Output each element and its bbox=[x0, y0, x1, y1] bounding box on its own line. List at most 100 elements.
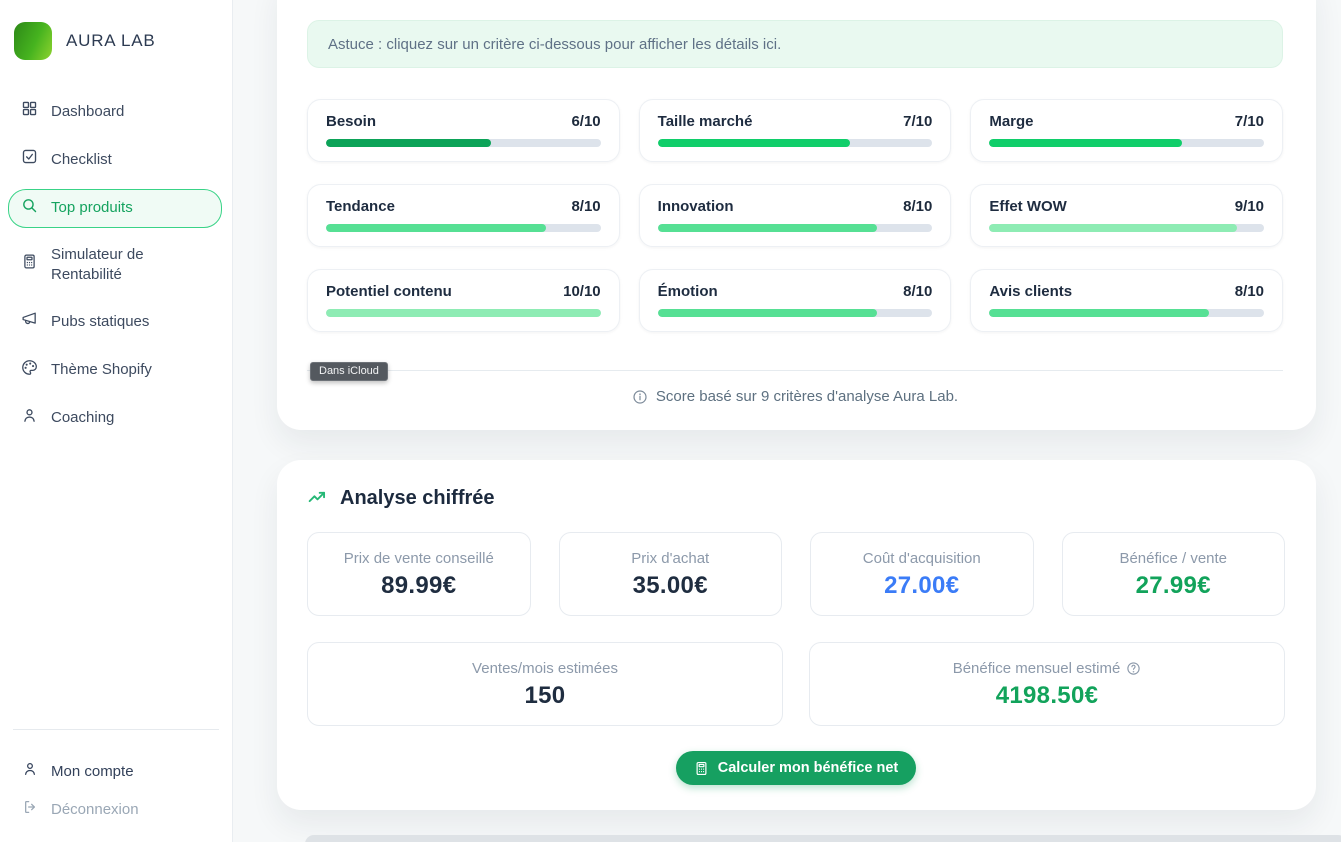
sidebar-item-pubs-statiques[interactable]: Pubs statiques bbox=[8, 302, 222, 341]
criterion-score: 8/10 bbox=[1234, 283, 1264, 300]
sidebar-item-label: Déconnexion bbox=[51, 800, 139, 818]
criterion-card-tendance[interactable]: Tendance 8/10 bbox=[307, 184, 620, 247]
progress-track bbox=[657, 309, 933, 317]
progress-track bbox=[989, 224, 1264, 232]
criteria-panel: Astuce : cliquez sur un critère ci-desso… bbox=[277, 0, 1316, 430]
sidebar-divider bbox=[13, 729, 219, 730]
trending-up-icon bbox=[307, 488, 328, 509]
stat-label-text: Bénéfice mensuel estimé bbox=[952, 660, 1121, 677]
sidebar-item-checklist[interactable]: Checklist bbox=[8, 140, 222, 179]
sidebar-item-label: Coaching bbox=[51, 409, 115, 427]
criterion-label: Effet WOW bbox=[989, 198, 1067, 215]
sidebar-item-simulateur[interactable]: Simulateur de Rentabilité bbox=[8, 237, 222, 294]
sidebar-item-mon-compte[interactable]: Mon compte bbox=[0, 752, 232, 790]
criterion-card-besoin[interactable]: Besoin 6/10 bbox=[307, 99, 620, 162]
sidebar-item-label: Dashboard bbox=[51, 102, 125, 120]
criterion-label: Taille marché bbox=[657, 113, 753, 130]
footnote-text: Score basé sur 9 critères d'analyse Aura… bbox=[655, 388, 959, 405]
calculate-net-profit-button[interactable]: Calculer mon bénéfice net bbox=[675, 751, 917, 785]
criterion-score: 9/10 bbox=[1234, 198, 1264, 215]
sidebar-item-top-produits[interactable]: Top produits bbox=[8, 188, 222, 228]
palette-icon bbox=[21, 359, 38, 382]
progress-track bbox=[326, 309, 601, 317]
criterion-card-potentiel-contenu[interactable]: Potentiel contenu 10/10 bbox=[307, 269, 620, 332]
brand: AURA LAB bbox=[0, 0, 232, 60]
main-content: Astuce : cliquez sur un critère ci-desso… bbox=[233, 0, 1341, 842]
criterion-score: 10/10 bbox=[563, 283, 601, 300]
criterion-score: 8/10 bbox=[903, 198, 933, 215]
criterion-card-marge[interactable]: Marge 7/10 bbox=[970, 99, 1283, 162]
analysis-title-text: Analyse chiffrée bbox=[340, 487, 495, 509]
progress-fill bbox=[657, 224, 878, 232]
criterion-card-avis-clients[interactable]: Avis clients 8/10 bbox=[970, 269, 1283, 332]
progress-fill bbox=[657, 139, 850, 147]
progress-fill bbox=[326, 309, 601, 317]
stat-card-benefice-mensuel: Bénéfice mensuel estimé 4198.50€ bbox=[809, 642, 1285, 726]
person-icon bbox=[21, 407, 38, 430]
criterion-score: 8/10 bbox=[571, 198, 601, 215]
stat-card-prix-vente: Prix de vente conseillé 89.99€ bbox=[307, 532, 531, 616]
button-label: Calculer mon bénéfice net bbox=[717, 760, 899, 776]
analysis-title: Analyse chiffrée bbox=[307, 487, 1285, 510]
stat-label: Prix d'achat bbox=[631, 550, 710, 567]
stat-card-prix-achat: Prix d'achat 35.00€ bbox=[558, 532, 782, 616]
criteria-grid: Besoin 6/10 Taille marché 7/10 Marge 7/10 T… bbox=[307, 99, 1283, 332]
criterion-card-effet-wow[interactable]: Effet WOW 9/10 bbox=[970, 184, 1283, 247]
search-icon bbox=[21, 197, 38, 220]
progress-track bbox=[989, 309, 1264, 317]
stat-card-benefice-vente: Bénéfice / vente 27.99€ bbox=[1061, 532, 1285, 616]
criterion-label: Tendance bbox=[326, 198, 395, 215]
criterion-card-innovation[interactable]: Innovation 8/10 bbox=[638, 184, 952, 247]
stat-label: Bénéfice / vente bbox=[1119, 550, 1228, 567]
criterion-label: Besoin bbox=[326, 113, 377, 130]
sidebar-item-coaching[interactable]: Coaching bbox=[8, 399, 222, 438]
info-icon bbox=[632, 389, 648, 405]
help-icon[interactable] bbox=[1126, 661, 1141, 676]
stat-value: 35.00€ bbox=[632, 572, 708, 599]
icloud-tooltip: Dans iCloud bbox=[310, 362, 388, 381]
criteria-footnote: Score basé sur 9 critères d'analyse Aura… bbox=[307, 388, 1283, 405]
stat-value: 27.00€ bbox=[884, 572, 960, 599]
bottom-window-edge bbox=[305, 835, 1341, 842]
sidebar-item-theme-shopify[interactable]: Thème Shopify bbox=[8, 351, 222, 390]
progress-fill bbox=[326, 224, 546, 232]
criterion-label: Émotion bbox=[657, 283, 718, 300]
sidebar-item-label: Pubs statiques bbox=[51, 312, 150, 330]
brand-logo bbox=[14, 22, 52, 60]
dashboard-icon bbox=[21, 100, 38, 123]
megaphone-icon bbox=[21, 310, 38, 333]
criterion-score: 7/10 bbox=[1234, 113, 1264, 130]
criterion-card-taille-marche[interactable]: Taille marché 7/10 bbox=[638, 99, 952, 162]
progress-fill bbox=[989, 139, 1182, 147]
sidebar-item-deconnexion[interactable]: Déconnexion bbox=[0, 790, 232, 828]
sidebar-item-label: Checklist bbox=[51, 150, 112, 168]
criterion-score: 8/10 bbox=[903, 283, 933, 300]
person-icon bbox=[22, 761, 38, 781]
progress-track bbox=[657, 139, 933, 147]
tip-text: Astuce : cliquez sur un critère ci-desso… bbox=[328, 35, 782, 53]
criterion-score: 7/10 bbox=[903, 113, 933, 130]
progress-fill bbox=[989, 309, 1210, 317]
progress-track bbox=[657, 224, 933, 232]
criterion-score: 6/10 bbox=[571, 113, 601, 130]
logout-icon bbox=[22, 799, 38, 819]
sidebar-footer: Mon compte Déconnexion bbox=[0, 729, 232, 828]
sidebar-item-label: Thème Shopify bbox=[51, 361, 152, 378]
stat-value: 150 bbox=[524, 682, 566, 709]
criterion-card-emotion[interactable]: Émotion 8/10 bbox=[638, 269, 952, 332]
sidebar-item-label: Top produits bbox=[51, 199, 133, 216]
sidebar-item-label: Mon compte bbox=[51, 762, 134, 780]
sidebar-item-dashboard[interactable]: Dashboard bbox=[8, 92, 222, 131]
criteria-footer-divider bbox=[307, 370, 1283, 371]
progress-track bbox=[326, 139, 601, 147]
criterion-label: Potentiel contenu bbox=[326, 283, 452, 300]
stats-grid-wide: Ventes/mois estimées 150 Bénéfice mensue… bbox=[307, 642, 1285, 726]
progress-fill bbox=[989, 224, 1237, 232]
progress-track bbox=[326, 224, 601, 232]
criterion-label: Avis clients bbox=[989, 283, 1073, 300]
stat-card-ventes-mois: Ventes/mois estimées 150 bbox=[307, 642, 783, 726]
stat-value: 27.99€ bbox=[1135, 572, 1211, 599]
brand-name: AURA LAB bbox=[66, 31, 156, 50]
criterion-label: Marge bbox=[989, 113, 1034, 130]
